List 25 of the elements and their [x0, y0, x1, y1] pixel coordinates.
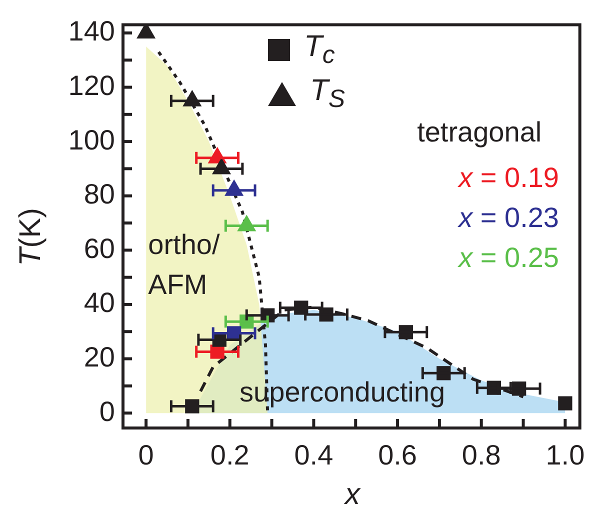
y-tick-label: 20	[84, 341, 115, 372]
legend-label: T$_{S}$	[310, 74, 346, 114]
x-tick-label: 0	[138, 440, 154, 471]
y-tick-label: 120	[68, 70, 115, 101]
y-tick-label: 80	[84, 178, 115, 210]
x-tick-label: 1.0	[546, 440, 585, 471]
x-tick-label: 0.2	[210, 440, 250, 471]
x-tick-label: 0.4	[294, 440, 334, 471]
x-tick-label: 0.8	[462, 440, 501, 471]
annotation: tetragonal	[417, 116, 542, 148]
y-axis-title: T(K)	[14, 208, 48, 266]
y-tick-label: 40	[84, 287, 115, 318]
y-tick-label: 0	[99, 396, 115, 427]
point	[558, 396, 572, 410]
annotation: superconducting	[240, 376, 446, 408]
y-tick-label: 140	[68, 16, 115, 47]
y-tick-label: 100	[68, 124, 115, 156]
text: x = 0.23	[458, 202, 559, 233]
x-axis-title: x	[345, 478, 360, 512]
y-tick-label: 60	[84, 232, 115, 264]
text: x = 0.19	[458, 162, 559, 193]
x-tick-label: 0.6	[378, 440, 417, 471]
legend-label: T$_{c}$	[304, 30, 335, 70]
text: x = 0.25	[458, 242, 559, 273]
annotation: ortho/ AFM	[148, 229, 220, 300]
